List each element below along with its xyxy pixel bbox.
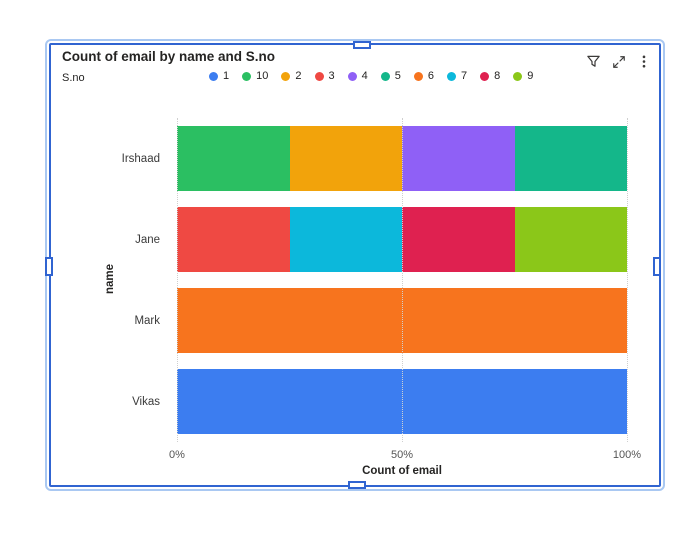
legend-title: S.no [62, 72, 85, 84]
bar-segment-irshaad-sno-4[interactable] [402, 126, 515, 191]
visual-toolbar [586, 54, 651, 69]
x-tick-0%: 0% [169, 449, 185, 461]
bar-segment-jane-sno-9[interactable] [514, 207, 627, 272]
y-axis-category-labels: Irshaad Jane Mark Vikas [51, 118, 168, 442]
legend-label: 9 [527, 70, 534, 82]
legend-items: 1 10 2 3 4 5 6 7 8 9 [209, 71, 533, 82]
legend-item-10[interactable]: 10 [242, 71, 268, 82]
bar-segment-jane-sno-8[interactable] [402, 207, 515, 272]
bar-segment-irshaad-sno-10[interactable] [177, 126, 290, 191]
stacked-bar-irshaad [177, 126, 627, 191]
legend-dot [380, 72, 390, 81]
legend-label: 6 [427, 70, 434, 82]
x-tick-50%: 50% [390, 449, 414, 461]
resize-handle-top[interactable] [353, 41, 371, 49]
legend-dot [347, 72, 357, 81]
legend-label: 8 [494, 70, 501, 82]
legend: S.no 1 10 2 3 4 5 6 7 8 9 [62, 71, 648, 88]
bar-segment-jane-sno-7[interactable] [289, 207, 402, 272]
legend-dot [447, 72, 456, 81]
legend-item-2[interactable]: 2 [281, 70, 302, 82]
visual-title: Count of email by name and S.no [62, 49, 276, 64]
stacked-bar-jane [177, 207, 627, 272]
plot-area [177, 118, 628, 442]
legend-dot [314, 72, 324, 81]
legend-label: 10 [256, 70, 269, 82]
legend-label: 1 [223, 70, 230, 82]
legend-label: 3 [328, 70, 335, 82]
legend-label: 5 [394, 70, 401, 82]
resize-handle-right[interactable] [653, 257, 661, 276]
gridline-0 [177, 118, 178, 442]
legend-dot [413, 72, 423, 81]
legend-dot [480, 72, 490, 81]
legend-dot [513, 72, 523, 81]
visual-card[interactable]: Count of email by name and S.no S.no 1 10… [45, 39, 665, 491]
x-axis-tick-labels: 0% 50% 100% [169, 449, 641, 463]
bar-segment-irshaad-sno-5[interactable] [514, 126, 627, 191]
legend-item-7[interactable]: 7 [447, 71, 467, 82]
legend-item-5[interactable]: 5 [380, 70, 401, 82]
bar-row-jane [177, 199, 627, 280]
legend-item-6[interactable]: 6 [413, 70, 434, 82]
legend-item-9[interactable]: 9 [513, 71, 533, 82]
bar-segment-irshaad-sno-2[interactable] [289, 126, 402, 191]
legend-label: 4 [361, 70, 368, 82]
legend-dot [242, 72, 252, 81]
category-label-vikas: Vikas [132, 395, 160, 408]
legend-dot [209, 72, 218, 81]
legend-dot [281, 72, 291, 81]
more-options-icon[interactable] [636, 54, 651, 69]
category-label-jane: Jane [135, 233, 160, 246]
resize-handle-left[interactable] [45, 257, 53, 276]
bar-segment-jane-sno-3[interactable] [177, 207, 290, 272]
x-tick-100%: 100% [612, 449, 642, 461]
filter-icon[interactable] [586, 54, 601, 69]
category-label-irshaad: Irshaad [121, 152, 160, 165]
gridline-100 [627, 118, 628, 442]
resize-handle-bottom[interactable] [348, 481, 366, 489]
legend-item-1[interactable]: 1 [209, 71, 229, 82]
legend-label: 7 [461, 70, 468, 82]
legend-item-8[interactable]: 8 [480, 71, 500, 82]
bar-row-irshaad [177, 118, 627, 199]
legend-item-4[interactable]: 4 [347, 70, 368, 82]
focus-mode-icon[interactable] [611, 54, 626, 69]
x-axis-title: Count of email [362, 465, 442, 477]
gridline-50 [402, 118, 403, 442]
legend-label: 2 [295, 70, 302, 82]
legend-item-3[interactable]: 3 [314, 70, 335, 82]
category-label-mark: Mark [134, 314, 160, 327]
